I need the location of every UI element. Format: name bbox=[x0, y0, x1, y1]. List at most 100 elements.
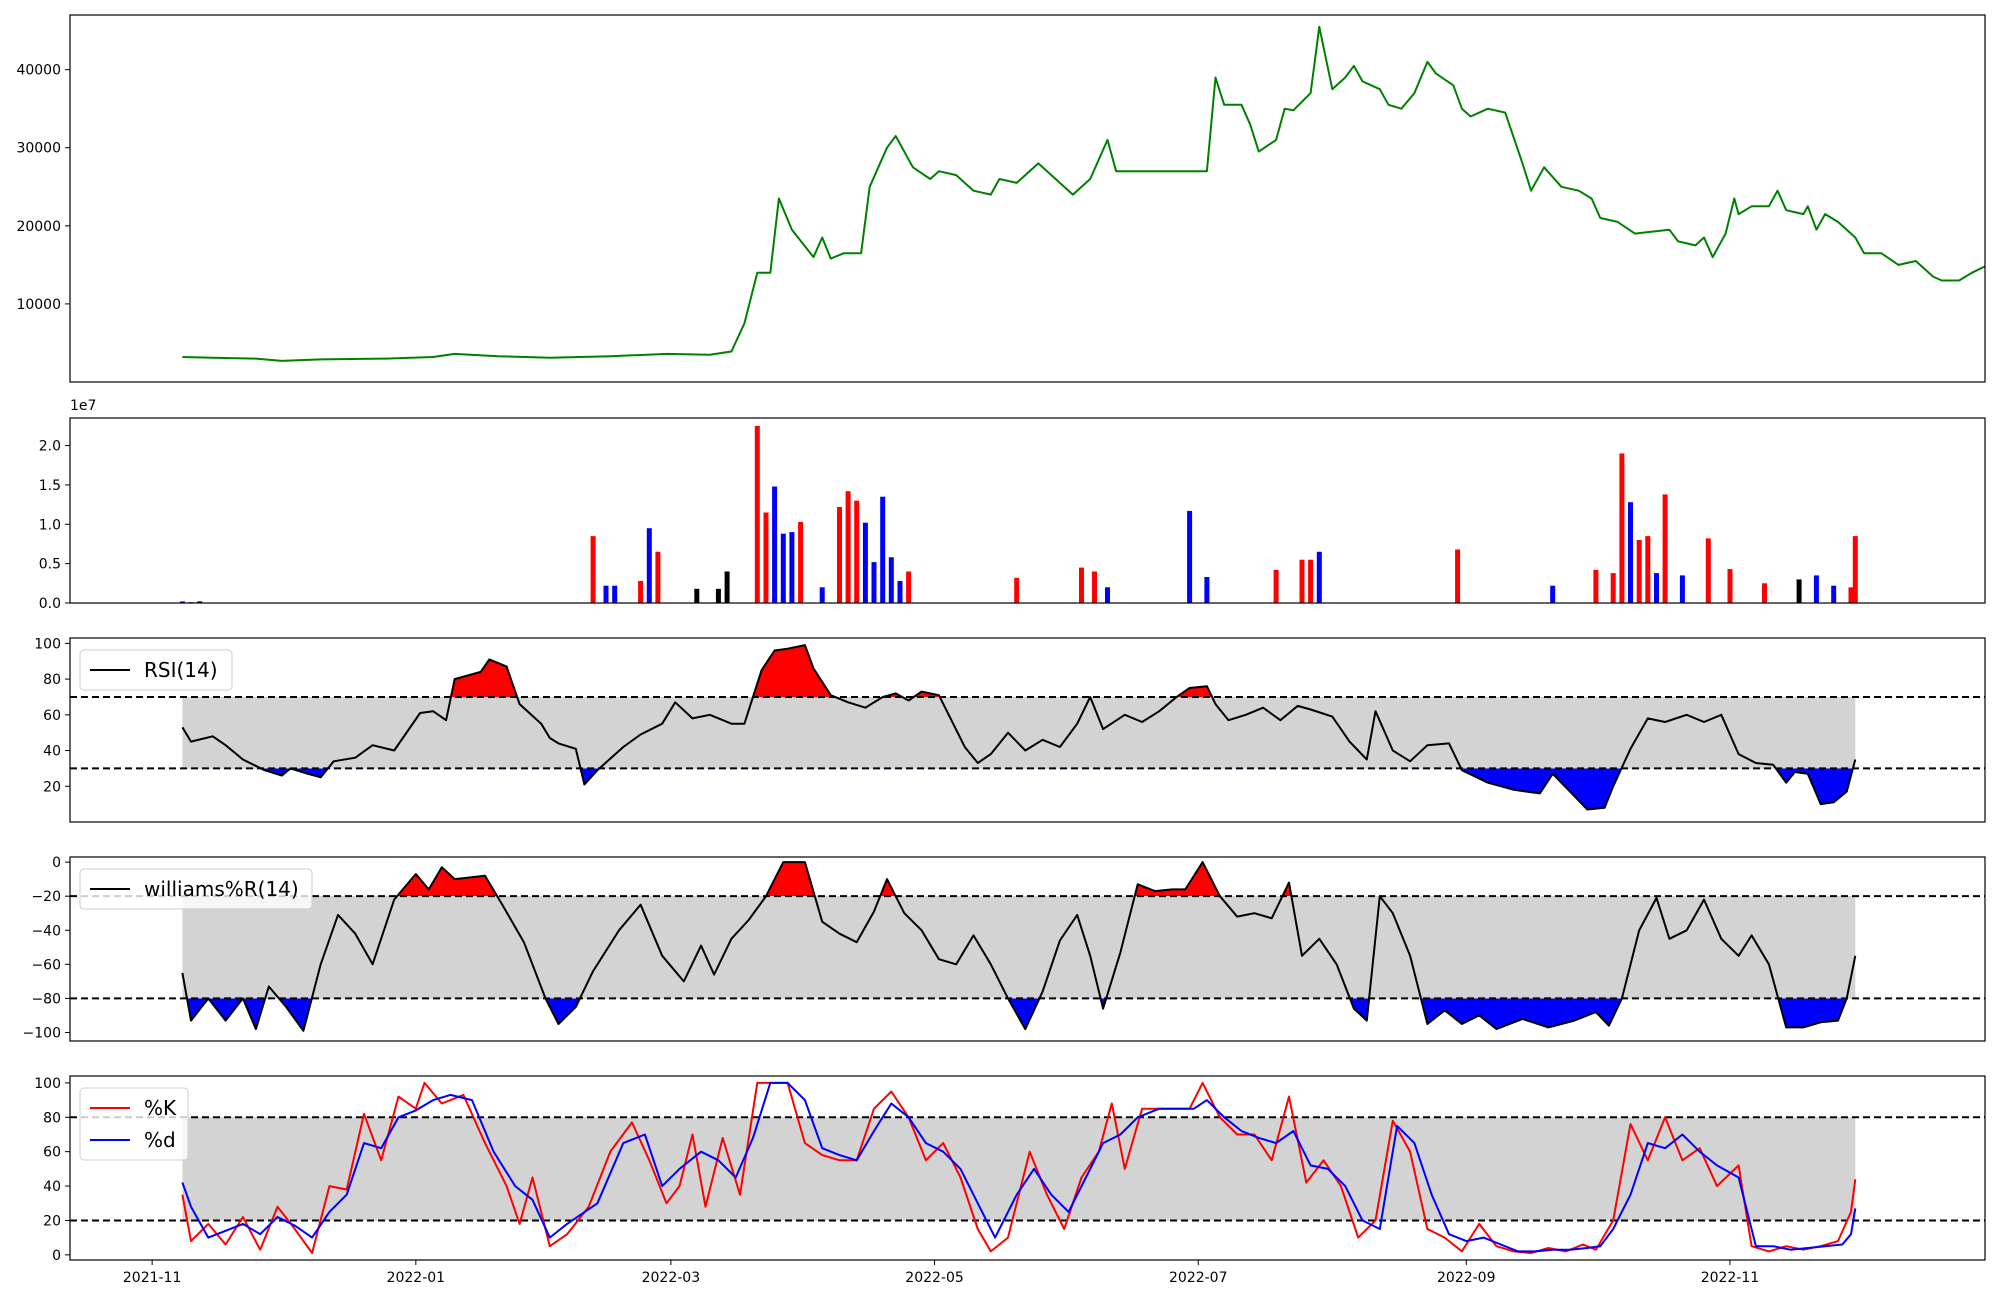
volume-bar bbox=[1316, 551, 1322, 603]
volume-bar bbox=[1308, 559, 1314, 603]
volume-bar bbox=[819, 587, 825, 603]
volume-bar bbox=[837, 507, 842, 603]
y-tick-label: 60 bbox=[43, 1145, 61, 1161]
y-tick-label: 100 bbox=[34, 636, 61, 652]
volume-bar bbox=[754, 425, 760, 603]
volume-bar bbox=[845, 491, 851, 603]
volume-bar bbox=[1619, 453, 1625, 603]
williams-panel bbox=[70, 861, 1985, 1032]
volume-bar bbox=[1014, 577, 1020, 603]
price-panel-frame bbox=[69, 14, 1986, 383]
volume-bar bbox=[1645, 536, 1651, 603]
y-tick-label: 40000 bbox=[16, 63, 61, 79]
volume-bar bbox=[1092, 571, 1097, 603]
y-tick-label: 40 bbox=[43, 744, 61, 760]
y-tick-label: 0 bbox=[52, 1248, 61, 1264]
panel-frame bbox=[69, 637, 1986, 823]
volume-bar bbox=[854, 500, 860, 603]
volume-bar bbox=[603, 585, 609, 603]
oversold-fill bbox=[260, 768, 1853, 810]
neutral-band bbox=[182, 696, 1856, 769]
volume-bar bbox=[1852, 536, 1858, 603]
y-tick-label: 20 bbox=[43, 1213, 61, 1229]
volume-bar bbox=[590, 536, 596, 603]
y-tick-label: 20000 bbox=[16, 219, 61, 235]
volume-bar bbox=[763, 512, 769, 603]
volume-bar bbox=[694, 588, 700, 603]
volume-bar bbox=[780, 533, 786, 603]
legend-box bbox=[79, 868, 313, 910]
price-line bbox=[182, 25, 1986, 362]
legend-box bbox=[79, 1087, 189, 1161]
volume-bar bbox=[1662, 494, 1668, 603]
x-tick-label: 2022-01 bbox=[387, 1270, 446, 1286]
volume-bar bbox=[1079, 567, 1084, 603]
volume-bar bbox=[1727, 569, 1733, 603]
volume-bar bbox=[1654, 573, 1659, 603]
volume-bar bbox=[646, 528, 652, 603]
stochastic-panel-frame bbox=[69, 1075, 1986, 1261]
stochastic-panel bbox=[70, 1081, 1985, 1255]
y-tick-label: −80 bbox=[31, 991, 61, 1007]
volume-bar bbox=[1455, 549, 1461, 603]
y-tick-label: 0.5 bbox=[39, 557, 61, 573]
rsi-legend: RSI(14) bbox=[79, 649, 233, 691]
x-tick-label: 2022-07 bbox=[1169, 1270, 1228, 1286]
x-tick-label: 2021-11 bbox=[123, 1270, 182, 1286]
y-tick-label: 80 bbox=[43, 672, 61, 688]
volume-bar bbox=[724, 571, 730, 603]
volume-bar bbox=[1796, 579, 1802, 603]
y-tick-label: 80 bbox=[43, 1110, 61, 1126]
y-tick-label: 1.0 bbox=[39, 517, 61, 533]
volume-bar bbox=[1679, 575, 1685, 603]
volume-bar bbox=[1105, 587, 1110, 603]
y-tick-label: −40 bbox=[31, 923, 61, 939]
volume-offset-label: 1e7 bbox=[70, 398, 96, 414]
y-tick-label: 20 bbox=[43, 779, 61, 795]
legend-label: RSI(14) bbox=[144, 658, 218, 682]
legend-label: %K bbox=[144, 1096, 177, 1120]
y-tick-label: 40 bbox=[43, 1179, 61, 1195]
price-panel bbox=[182, 25, 1986, 362]
stochastic-legend: %K %d bbox=[79, 1087, 189, 1161]
volume-bar bbox=[888, 557, 894, 603]
x-tick-label: 2022-05 bbox=[905, 1270, 964, 1286]
volume-bar bbox=[798, 521, 804, 603]
volume-bar bbox=[1762, 583, 1767, 603]
volume-bar bbox=[906, 571, 912, 603]
volume-bar bbox=[1204, 577, 1210, 603]
volume-bar bbox=[715, 588, 721, 603]
volume-bar bbox=[1705, 538, 1711, 603]
y-tick-label: 0.0 bbox=[39, 596, 61, 612]
volume-bar bbox=[179, 601, 185, 603]
panel-frame bbox=[69, 856, 1986, 1042]
volume-bar bbox=[897, 581, 903, 603]
volume-bar bbox=[1831, 585, 1837, 603]
series-line bbox=[181, 644, 1857, 811]
y-tick-label: 1.5 bbox=[39, 478, 61, 494]
y-tick-label: 100 bbox=[34, 1076, 61, 1092]
volume-bar bbox=[1187, 510, 1193, 603]
y-tick-label: 2.0 bbox=[39, 439, 61, 455]
volume-bar bbox=[1813, 575, 1819, 603]
rsi-panel bbox=[70, 644, 1985, 811]
x-tick-label: 2022-11 bbox=[1701, 1270, 1760, 1286]
volume-bar bbox=[1628, 502, 1633, 603]
legend-box bbox=[79, 649, 233, 691]
volume-bar bbox=[772, 486, 778, 603]
y-tick-label: −100 bbox=[23, 1025, 61, 1041]
williams-legend: williams%R(14) bbox=[79, 868, 313, 910]
y-tick-label: 0 bbox=[52, 855, 61, 871]
volume-panel bbox=[179, 425, 1858, 603]
volume-bar bbox=[638, 581, 644, 603]
volume-bar bbox=[1848, 587, 1854, 603]
volume-bar bbox=[1593, 569, 1599, 603]
volume-bar bbox=[880, 496, 886, 603]
volume-bar bbox=[1610, 573, 1616, 603]
volume-bar bbox=[1636, 540, 1642, 603]
volume-bar bbox=[1273, 569, 1279, 603]
volume-bar bbox=[655, 551, 661, 603]
legend-label: %d bbox=[144, 1128, 176, 1152]
y-tick-label: −60 bbox=[31, 957, 61, 973]
